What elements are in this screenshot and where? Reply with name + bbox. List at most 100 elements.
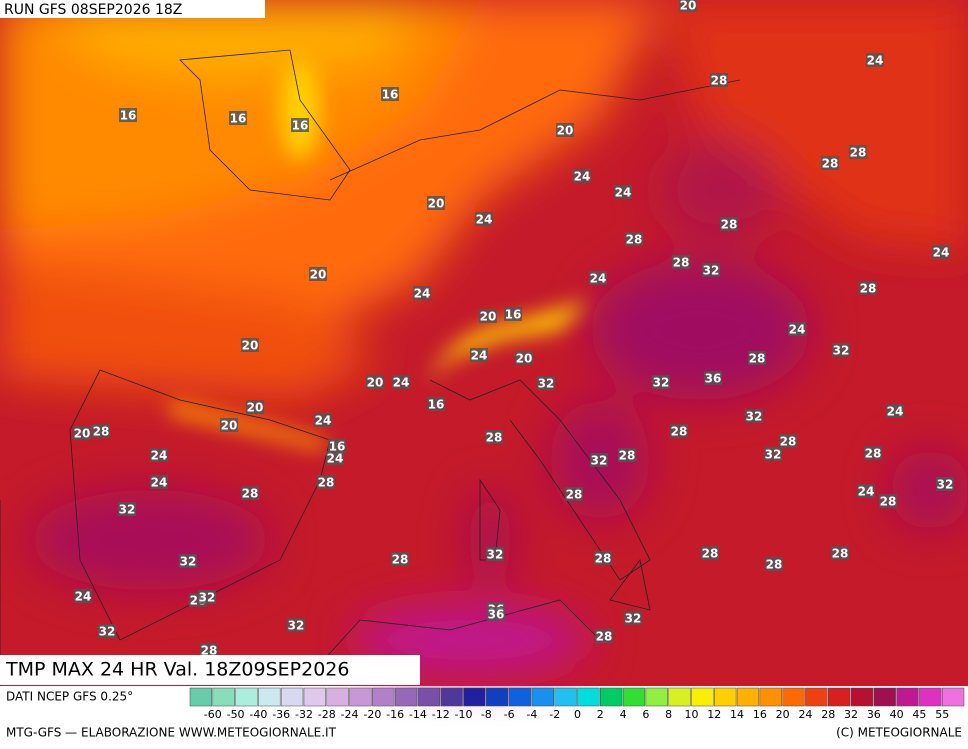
source: DATI NCEP GFS 0.25° [6, 690, 133, 704]
legend-tick-label: 32 [844, 708, 858, 721]
legend-swatch [850, 687, 874, 707]
label-box [537, 376, 555, 390]
temperature-label: 20 [221, 419, 238, 433]
legend-tick-label: 36 [867, 708, 881, 721]
label-box [366, 375, 384, 389]
legend-swatch [600, 687, 623, 707]
label-box [849, 145, 867, 159]
label-box [326, 451, 344, 465]
legend-tick-label: 55 [935, 708, 949, 721]
temperature-label: 28 [850, 146, 867, 160]
label-box [748, 351, 766, 365]
legend-tick-label: 12 [707, 708, 721, 721]
label-box [98, 624, 116, 638]
legend-swatch [326, 687, 349, 707]
temperature-label: 32 [833, 344, 850, 358]
legend-swatch [941, 687, 965, 707]
label-box [821, 156, 839, 170]
legend-swatch [440, 687, 463, 707]
label-box [618, 448, 636, 462]
temperature-label: 28 [392, 553, 409, 567]
legend-tick-label: -14 [409, 708, 427, 721]
label-box [764, 447, 782, 461]
legend-tick-label: -28 [318, 708, 336, 721]
label-box [475, 212, 493, 226]
legend-tick-label: 20 [776, 708, 790, 721]
label-box [427, 196, 445, 210]
temperature-label: 20 [480, 310, 497, 324]
label-box [392, 375, 410, 389]
legend-swatch [554, 687, 577, 707]
legend-swatch [531, 687, 554, 707]
label-box [328, 439, 346, 453]
label-box [381, 87, 399, 101]
label-box [241, 338, 259, 352]
temperature-label: 28 [702, 547, 719, 561]
footer-left: MTG-GFS — ELABORAZIONE WWW.METEOGIORNALE… [6, 726, 337, 740]
temperature-label: 32 [180, 555, 197, 569]
legend-swatch [805, 687, 828, 707]
legend-tick-label: 24 [798, 708, 812, 721]
temperature-label: 16 [230, 112, 247, 126]
label-box [936, 477, 954, 491]
legend-tick-label: -10 [455, 708, 473, 721]
label-box [317, 475, 335, 489]
temperature-label: 20 [428, 197, 445, 211]
label-box [485, 430, 503, 444]
temperature-label: 28 [780, 435, 797, 449]
temperature-label: 24 [327, 452, 344, 466]
temperature-label: 28 [595, 552, 612, 566]
label-box [779, 434, 797, 448]
label-box [486, 547, 504, 561]
temperature-label: 24 [615, 186, 632, 200]
temperature-label: 24 [476, 213, 493, 227]
legend-tick-label: -36 [272, 708, 290, 721]
temperature-label: 24 [574, 170, 591, 184]
label-box [200, 643, 218, 657]
legend-swatch [349, 687, 372, 707]
temperature-label: 20 [557, 124, 574, 138]
temperature-label: 32 [487, 548, 504, 562]
label-box [565, 487, 583, 501]
legend-tick-label: -24 [341, 708, 359, 721]
label-box [679, 0, 697, 12]
label-box [73, 426, 91, 440]
temperature-label: 28 [749, 352, 766, 366]
label-box [614, 185, 632, 199]
legend-tick-label: -2 [549, 708, 560, 721]
label-box [701, 546, 719, 560]
label-box [198, 590, 216, 604]
label-box [413, 286, 431, 300]
temperature-label: 28 [766, 558, 783, 572]
temperature-label: 28 [566, 488, 583, 502]
legend-swatch [463, 687, 486, 707]
legend-tick-label: 8 [665, 708, 672, 721]
temperature-label: 28 [865, 447, 882, 461]
temperature-label: 24 [151, 449, 168, 463]
temperature-label: 16 [120, 109, 137, 123]
label-box [864, 446, 882, 460]
temperature-label: 20 [242, 339, 259, 353]
temperature-label: 32 [653, 376, 670, 390]
temperature-label: 28 [671, 425, 688, 439]
temperature-label: 16 [329, 440, 346, 454]
label-box [670, 424, 688, 438]
legend-tick-label: 28 [821, 708, 835, 721]
legend-tick-label: 45 [912, 708, 926, 721]
label-box [866, 53, 884, 67]
legend-swatch [759, 687, 782, 707]
label-box [119, 108, 137, 122]
temperature-label: 28 [880, 495, 897, 509]
label-box [309, 267, 327, 281]
temperature-label: 20 [310, 268, 327, 282]
legend-tick-label: -20 [363, 708, 381, 721]
label-box [625, 232, 643, 246]
temperature-label: 24 [590, 272, 607, 286]
label-box [470, 348, 488, 362]
temperature-label: 32 [538, 377, 555, 391]
label-box [487, 607, 505, 621]
legend-tick-label: 4 [620, 708, 627, 721]
legend-tick-label: -12 [432, 708, 450, 721]
label-box [704, 371, 722, 385]
temperature-label: 32 [99, 625, 116, 639]
